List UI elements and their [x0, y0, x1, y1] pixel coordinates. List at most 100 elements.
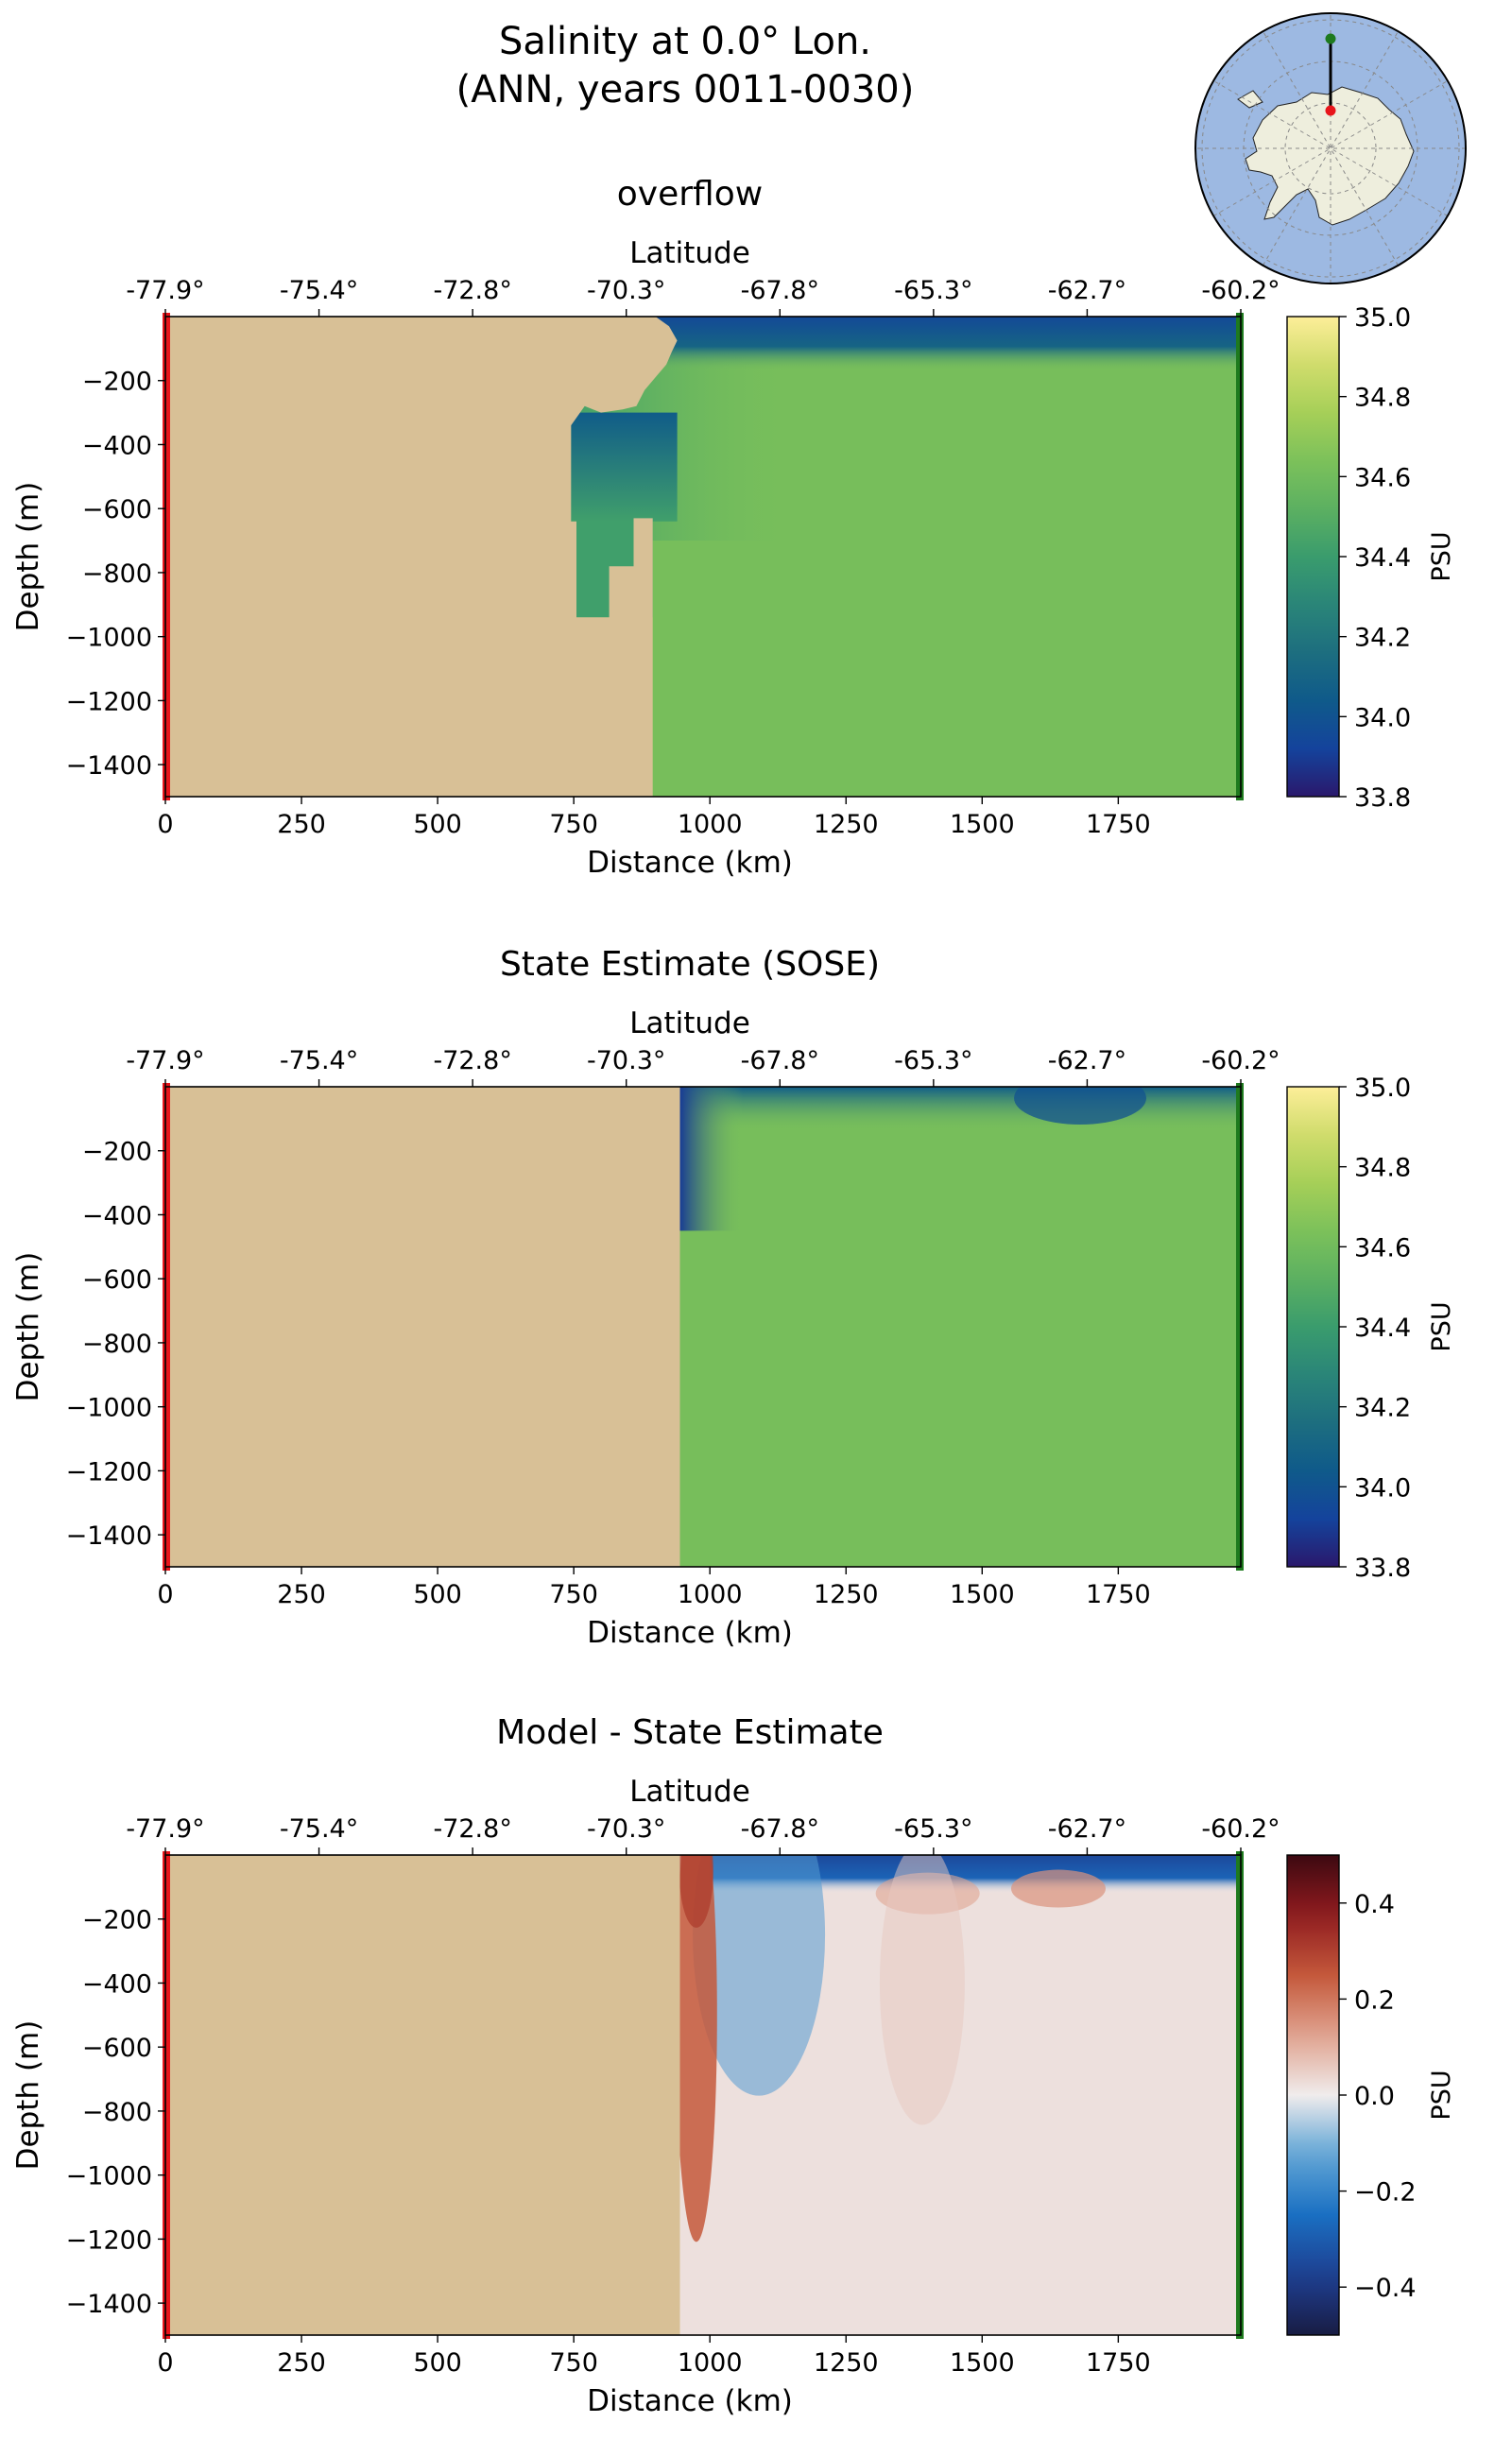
colorbar-tick-label: 0.0: [1354, 2082, 1395, 2111]
colorbar-tick-label: 35.0: [1354, 303, 1411, 333]
lat-tick-label: -77.9°: [126, 1046, 204, 1075]
lat-tick-label: -62.7°: [1048, 1814, 1126, 1844]
lat-tick-label: -75.4°: [280, 1814, 358, 1844]
x-tick-label: 0: [157, 1580, 173, 1609]
lat-tick-label: -72.8°: [433, 1046, 511, 1075]
x-tick-label: 0: [157, 810, 173, 839]
section-start-marker: [163, 1083, 170, 1571]
surface-fresh-layer: [655, 317, 1241, 371]
colorbar-tick-label: 34.4: [1354, 543, 1411, 573]
field: [165, 317, 1241, 797]
latitude-axis-label: Latitude: [629, 1006, 750, 1040]
y-tick-label: −1000: [66, 624, 152, 653]
x-tick-label: 750: [549, 2348, 598, 2378]
x-axis-label: Distance (km): [587, 2384, 793, 2418]
y-tick-label: −400: [82, 431, 152, 460]
latitude-axis-label: Latitude: [629, 1775, 750, 1809]
colorbar: [1286, 1854, 1340, 2336]
x-axis-label: Distance (km): [587, 846, 793, 880]
transect-start-point: [1325, 105, 1336, 116]
y-tick-label: −600: [82, 495, 152, 524]
y-tick-label: −400: [82, 1201, 152, 1230]
y-tick-label: −1400: [66, 751, 152, 781]
colorbar-tick-label: 33.8: [1354, 1554, 1411, 1583]
y-tick-label: −800: [82, 559, 152, 589]
y-tick-label: −400: [82, 1969, 152, 1999]
land-mask: [165, 317, 678, 797]
y-tick-label: −800: [82, 2098, 152, 2127]
x-tick-label: 1500: [950, 810, 1015, 839]
panel-1: State Estimate (SOSE) Latitude 0 250 500 750 1…: [11, 945, 1456, 1650]
positive-patch: [1010, 1869, 1106, 1908]
x-tick-label: 250: [277, 2348, 326, 2378]
lat-tick-label: -72.8°: [433, 1814, 511, 1844]
map-border: [1194, 12, 1467, 284]
plot-frame: [164, 316, 1242, 798]
lat-tick-label: -72.8°: [433, 276, 511, 305]
x-tick-label: 1750: [1086, 810, 1151, 839]
inset-map: [1194, 12, 1467, 284]
x-tick-label: 0: [157, 2348, 173, 2378]
colorbar-tick-label: 33.8: [1354, 783, 1411, 813]
y-tick-label: −1200: [66, 687, 152, 716]
panel-0: overflow Latitude 0 250 500 750 1000 1250 1500 17…: [11, 175, 1456, 880]
y-tick-label: −600: [82, 2034, 152, 2063]
panel-2: Model - State Estimate Latitude 0 250 500 750…: [11, 1713, 1456, 2418]
lat-tick-label: -60.2°: [1201, 1814, 1280, 1844]
x-tick-label: 500: [413, 810, 462, 839]
colorbar-tick-label: 34.0: [1354, 1473, 1411, 1503]
graticule-circle: [1201, 19, 1460, 278]
x-tick-label: 1250: [814, 1580, 879, 1609]
x-tick-label: 1500: [950, 2348, 1015, 2378]
figure-title-line1: Salinity at 0.0° Lon.: [499, 20, 871, 63]
x-tick-label: 1000: [678, 2348, 743, 2378]
x-tick-label: 500: [413, 2348, 462, 2378]
surface-fresh-layer: [679, 1087, 1241, 1132]
section-end-marker: [1236, 1083, 1244, 1571]
lat-tick-label: -70.3°: [587, 276, 665, 305]
section-end-marker: [1236, 313, 1244, 800]
colorbar-tick-label: 34.6: [1354, 463, 1411, 492]
colorbar-label: PSU: [1427, 531, 1456, 581]
x-tick-label: 1000: [678, 810, 743, 839]
plot-frame: [164, 1854, 1242, 2336]
colorbar-tick-label: −0.4: [1354, 2274, 1417, 2303]
x-tick-label: 1250: [814, 810, 879, 839]
section-end-marker: [1236, 1851, 1244, 2339]
land-mask: [165, 1855, 680, 2335]
y-tick-label: −200: [82, 368, 152, 397]
section-start-marker: [163, 1851, 170, 2339]
colorbar-tick-label: 0.2: [1354, 1985, 1395, 2015]
colorbar-tick-label: 34.2: [1354, 624, 1411, 653]
plot-frame: [164, 1086, 1242, 1568]
y-tick-label: −200: [82, 1906, 152, 1935]
x-tick-label: 500: [413, 1580, 462, 1609]
y-axis-label: Depth (m): [11, 2020, 45, 2171]
shelf-gradient: [571, 412, 678, 522]
lat-tick-label: -60.2°: [1201, 1046, 1280, 1075]
y-tick-label: −200: [82, 1138, 152, 1167]
colorbar-tick-label: 34.8: [1354, 384, 1411, 413]
x-tick-label: 1250: [814, 2348, 879, 2378]
lat-tick-label: -77.9°: [126, 1814, 204, 1844]
panels: overflow Latitude 0 250 500 750 1000 1250 1500 17…: [11, 175, 1456, 2418]
field: [165, 1087, 1241, 1567]
fresh-patch: [1014, 1087, 1146, 1125]
colorbar-tick-label: 34.6: [1354, 1233, 1411, 1263]
lat-tick-label: -70.3°: [587, 1046, 665, 1075]
x-tick-label: 1500: [950, 1580, 1015, 1609]
y-tick-label: −1200: [66, 2225, 152, 2255]
transect-end-point: [1325, 33, 1336, 44]
colorbar-tick-label: 34.4: [1354, 1314, 1411, 1343]
colorbar-tick-label: 34.2: [1354, 1394, 1411, 1423]
field: [165, 1855, 1241, 2335]
x-tick-label: 250: [277, 1580, 326, 1609]
lat-tick-label: -65.3°: [894, 1814, 972, 1844]
x-tick-label: 250: [277, 810, 326, 839]
section-start-marker: [163, 313, 170, 800]
x-axis-label: Distance (km): [587, 1616, 793, 1650]
lat-tick-label: -65.3°: [894, 276, 972, 305]
x-tick-label: 1000: [678, 1580, 743, 1609]
x-tick-label: 1750: [1086, 2348, 1151, 2378]
